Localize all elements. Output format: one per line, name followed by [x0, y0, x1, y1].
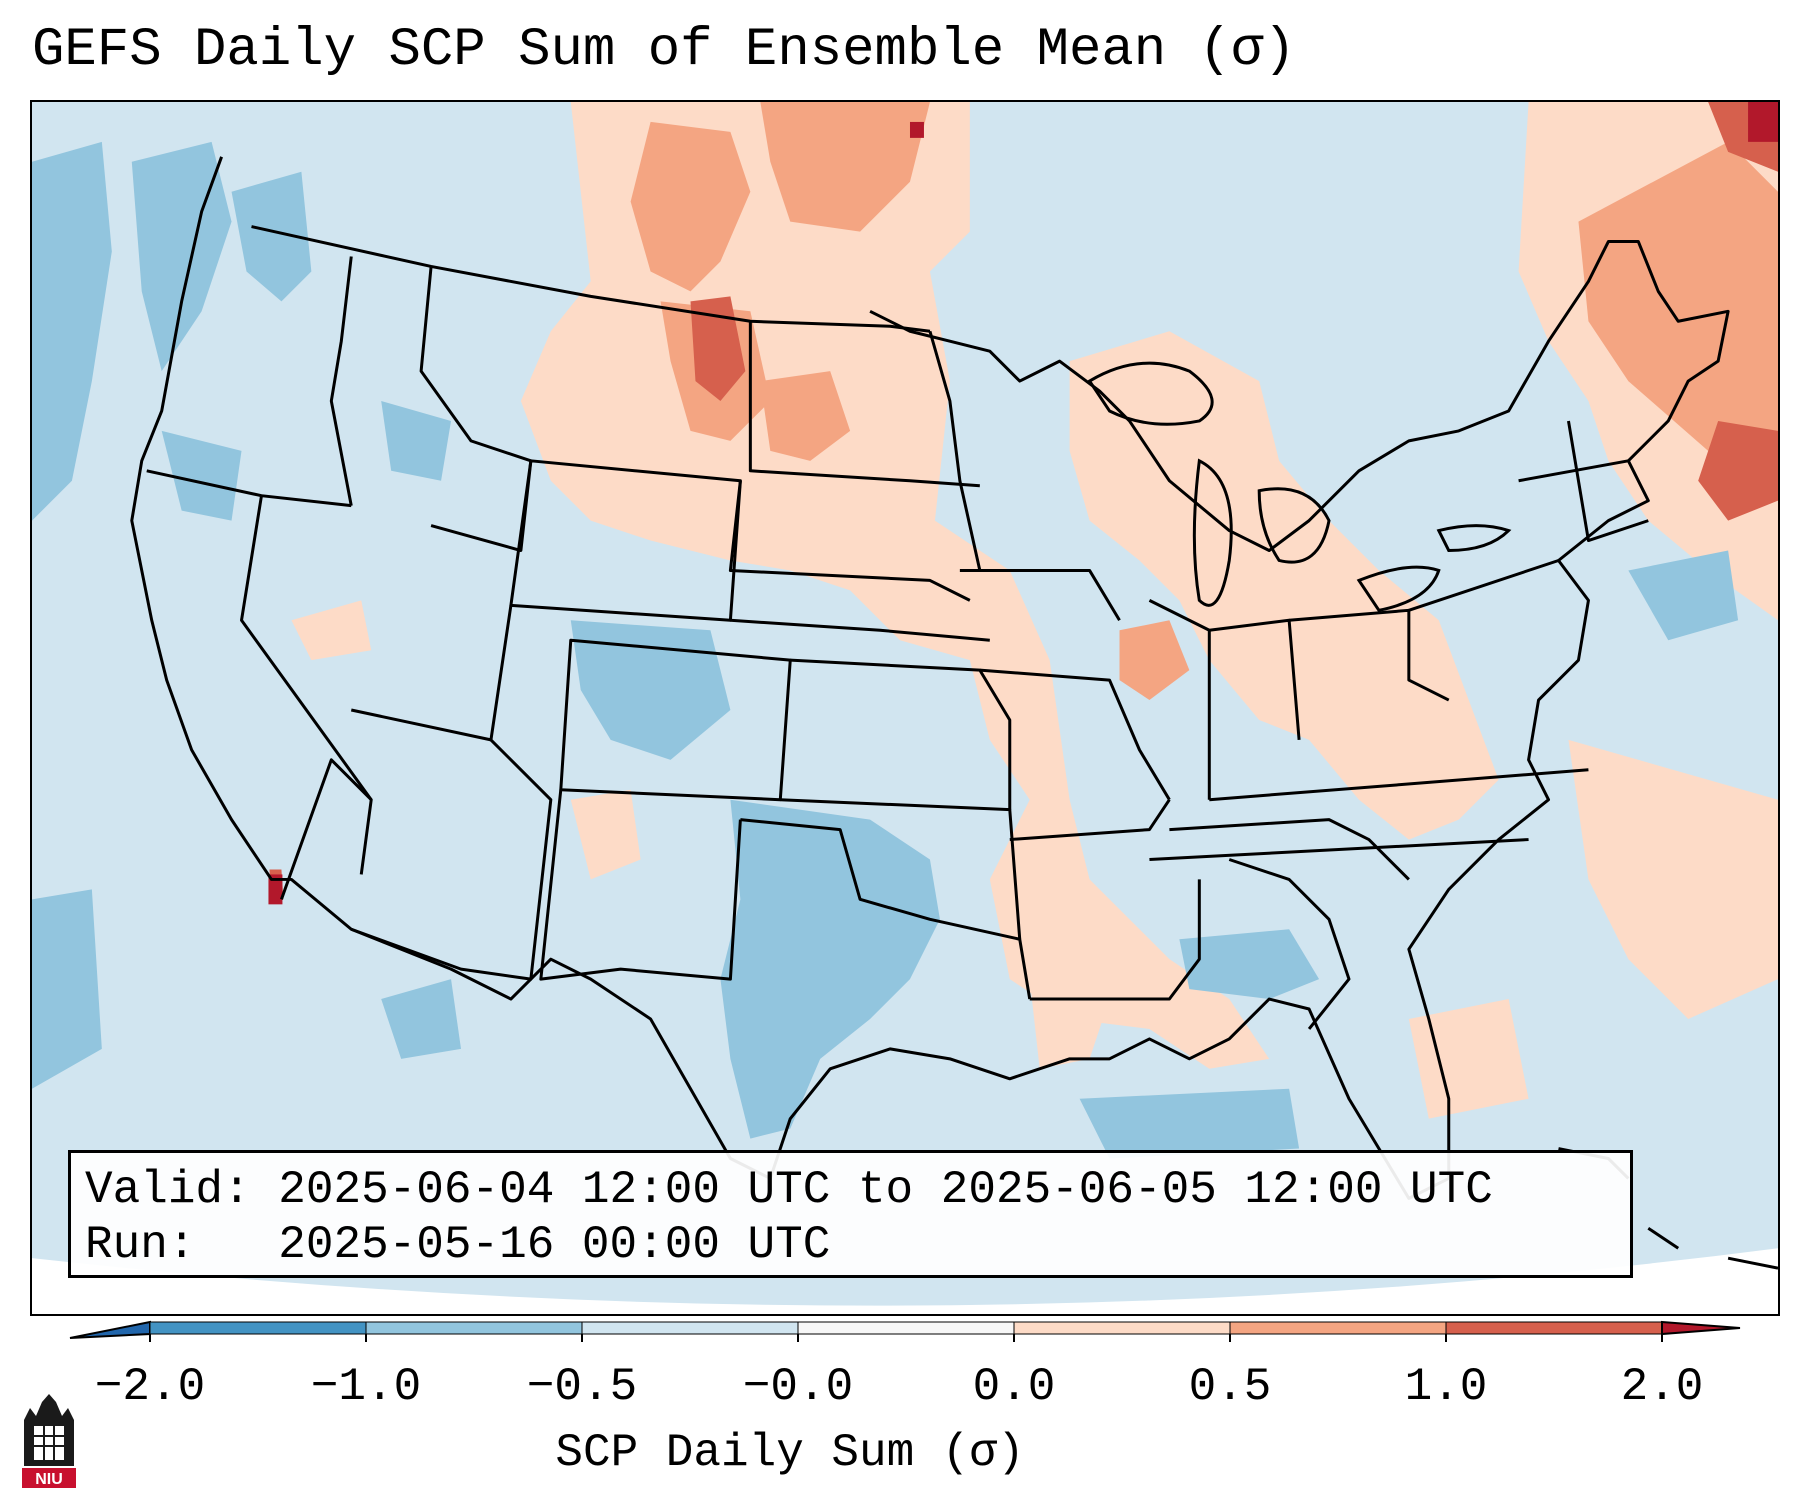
colorbar-label: SCP Daily Sum (σ): [555, 1427, 1025, 1479]
page-title: GEFS Daily SCP Sum of Ensemble Mean (σ): [32, 20, 1296, 81]
colorbar-segment-5: [1013, 1321, 1231, 1335]
valid-value: 2025-06-04 12:00 UTC to 2025-06-05 12:00…: [278, 1164, 1493, 1216]
colorbar-segment-2: [365, 1321, 583, 1335]
colorbar-tick-label: 0.5: [1188, 1361, 1272, 1413]
state-boundaries: [130, 156, 1730, 1200]
niu-castle-logo-icon: NIU: [22, 1394, 76, 1488]
colorbar-segment-1: [149, 1321, 367, 1335]
colorbar-tick-label: −2.0: [94, 1361, 206, 1413]
run-value: 2025-05-16 00:00 UTC: [278, 1219, 831, 1271]
valid-label: Valid:: [85, 1164, 251, 1216]
colorbar-extend-high: [1661, 1320, 1741, 1336]
colorbar-tick-label: −0.5: [526, 1361, 638, 1413]
niu-logo-text: NIU: [35, 1471, 63, 1488]
colorbar: [69, 1320, 1741, 1342]
colorbar-segment-7: [1445, 1321, 1663, 1335]
scp-map: [32, 102, 1778, 1314]
colorbar-tick-label: 2.0: [1620, 1361, 1704, 1413]
great-lakes: [1087, 361, 1512, 612]
negative-anomaly-regions: [32, 141, 1739, 1159]
valid-run-info-box: Valid: 2025-06-04 12:00 UTC to 2025-06-0…: [68, 1150, 1633, 1278]
run-label: Run:: [85, 1219, 196, 1271]
colorbar-extend-low: [69, 1320, 151, 1339]
map-frame: [30, 100, 1780, 1316]
colorbar-tick-marks: [149, 1334, 1663, 1342]
colorbar-segment-6: [1229, 1321, 1447, 1335]
colorbar-tick-label: −1.0: [310, 1361, 422, 1413]
colorbar-tick-label: 1.0: [1404, 1361, 1488, 1413]
colorbar-segment-3: [581, 1321, 799, 1335]
colorbar-tick-label: −0.0: [742, 1361, 854, 1413]
colorbar-segment-4: [797, 1321, 1015, 1335]
projection-edge: [32, 1248, 1778, 1314]
colorbar-tick-label: 0.0: [972, 1361, 1056, 1413]
